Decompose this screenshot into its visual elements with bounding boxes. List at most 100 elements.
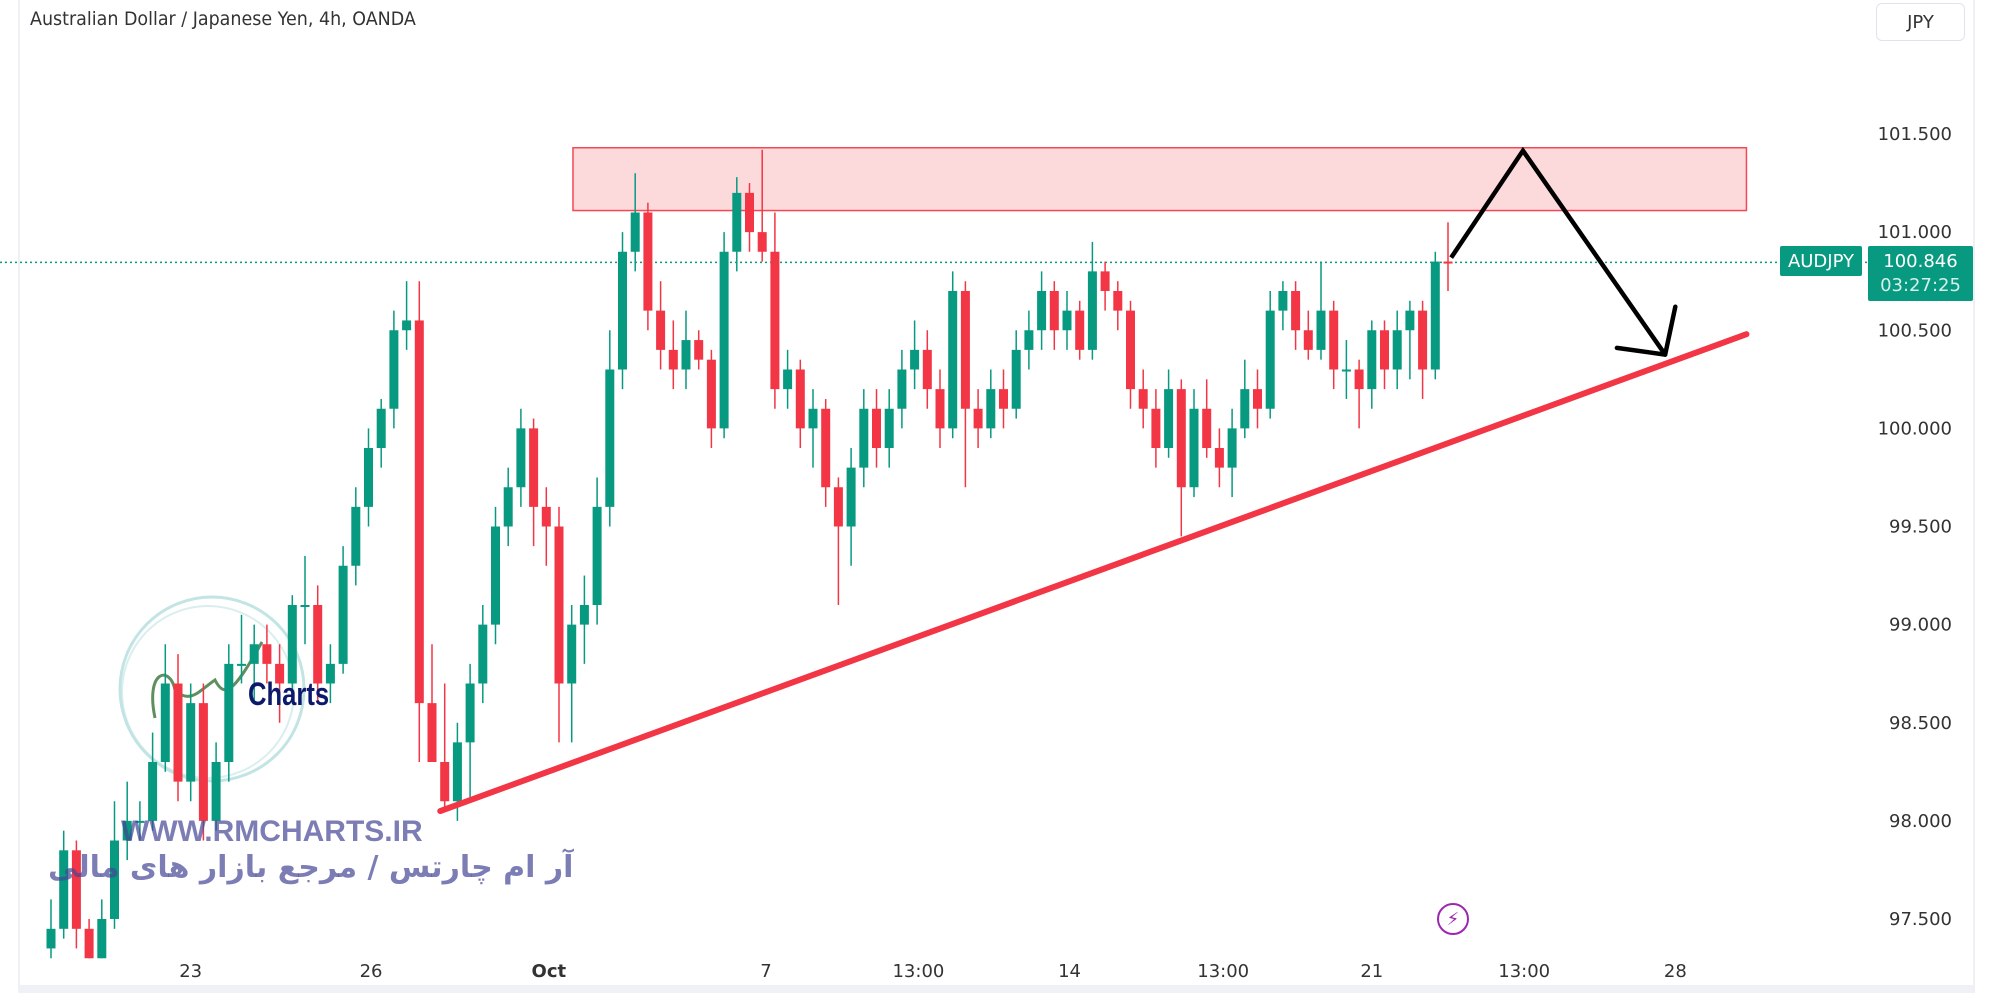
- price-tick-label: 101.000: [1878, 222, 1952, 243]
- candle-body: [1303, 330, 1313, 350]
- time-tick-label: 21: [1360, 961, 1383, 982]
- arrow-head: [1662, 304, 1678, 357]
- symbol-text: AUDJPY: [1787, 250, 1855, 272]
- candle-body: [821, 408, 831, 488]
- candle-body: [249, 644, 259, 664]
- candle-body: [351, 506, 361, 566]
- candle-body: [389, 330, 399, 409]
- candle-body: [440, 762, 450, 802]
- time-tick-label: 23: [179, 961, 202, 982]
- candle-body: [478, 624, 488, 684]
- watermark-site: WWW.RMCHARTS.IR: [121, 815, 423, 848]
- candle-body: [1113, 291, 1123, 311]
- currency-button[interactable]: JPY: [1876, 3, 1965, 41]
- candle-body: [71, 850, 81, 929]
- candle-body: [999, 389, 1008, 409]
- candle-body: [224, 663, 234, 762]
- candle-body: [643, 212, 653, 311]
- candle-body: [1227, 428, 1237, 468]
- candle-body: [592, 506, 602, 605]
- candle-body: [1100, 271, 1110, 291]
- last-price-label: 100.846 03:27:25: [1868, 246, 1973, 301]
- candle-body: [1291, 291, 1301, 331]
- candle-body: [1380, 330, 1389, 370]
- candle-body: [313, 605, 323, 684]
- candle-body: [630, 212, 640, 252]
- candle-body: [198, 703, 208, 821]
- chart-frame: [18, 0, 1975, 993]
- candle-body: [46, 928, 56, 949]
- time-tick-label: 26: [360, 961, 383, 982]
- candle-body: [364, 448, 373, 507]
- price-tick-label: 98.500: [1889, 713, 1952, 734]
- candle-body: [757, 232, 767, 252]
- price-tick-label: 100.500: [1878, 320, 1952, 341]
- candle-body: [833, 487, 843, 527]
- lightning-icon[interactable]: ⚡: [1437, 903, 1469, 935]
- candle-body: [884, 408, 894, 448]
- resistance-zone: [572, 146, 1748, 212]
- candle-body: [1430, 261, 1440, 370]
- time-axis: 23 26 Oct 7 13:00 14 13:00 21 13:00 28: [179, 961, 1687, 982]
- candle-body: [808, 408, 818, 429]
- candle-body: [1253, 389, 1262, 409]
- candle-body: [579, 605, 589, 625]
- candle-body: [84, 928, 94, 959]
- candle-body: [694, 340, 704, 360]
- candle-body: [872, 408, 881, 448]
- candle-body: [1087, 271, 1097, 350]
- candle-body: [1278, 291, 1288, 311]
- candle-body: [1138, 389, 1148, 409]
- candle-body: [97, 919, 107, 959]
- candle-body: [1341, 369, 1351, 372]
- candle-body: [1011, 349, 1021, 409]
- candle-body: [160, 683, 170, 762]
- arrow-head: [1614, 345, 1668, 357]
- candle-body: [529, 428, 539, 507]
- price-tick-label: 100.000: [1878, 418, 1952, 439]
- candle-body: [897, 369, 907, 409]
- time-tick-label: 13:00: [892, 961, 944, 982]
- candle-body: [186, 703, 196, 782]
- time-tick-label: 28: [1664, 961, 1687, 982]
- candle-body: [173, 683, 183, 782]
- candle-body: [681, 340, 691, 370]
- candle-body: [300, 605, 310, 607]
- candle-body: [465, 683, 475, 743]
- candle-body: [1189, 408, 1199, 488]
- candle-body: [1176, 389, 1186, 488]
- time-tick-label: 13:00: [1498, 961, 1550, 982]
- candle-body: [287, 605, 297, 684]
- candle-body: [732, 192, 742, 252]
- price-axis: 101.500 101.000 100.500 100.000 99.500 99.000…: [1878, 124, 1952, 930]
- price-tick-label: 99.500: [1889, 517, 1952, 538]
- watermark-brand: Charts: [248, 676, 330, 712]
- candle-body: [1405, 310, 1415, 331]
- candle-body: [1443, 261, 1453, 264]
- candle-body: [1367, 330, 1377, 390]
- last-price-value: 100.846: [1883, 250, 1958, 272]
- time-tick-label: 7: [760, 961, 771, 982]
- candle-body: [668, 349, 678, 370]
- candle-body: [338, 565, 348, 664]
- candle-body: [1354, 369, 1364, 390]
- candle-body: [1418, 310, 1428, 370]
- candle-body: [706, 359, 716, 429]
- projection-arrow: [1449, 146, 1668, 356]
- candle-body: [1329, 310, 1339, 370]
- candle-body: [1037, 291, 1047, 331]
- candle-body: [605, 369, 615, 507]
- candle-body: [859, 408, 869, 468]
- candle-body: [325, 663, 335, 684]
- candle-body: [122, 820, 132, 841]
- candle-body: [427, 703, 437, 762]
- candle-body: [1214, 448, 1224, 468]
- candle-body: [910, 349, 920, 370]
- candle-body: [745, 192, 754, 233]
- price-tick-label: 101.500: [1878, 124, 1952, 145]
- candle-body: [948, 291, 958, 429]
- candle-body: [656, 310, 666, 350]
- bar-countdown: 03:27:25: [1880, 274, 1961, 296]
- candle-body: [59, 850, 69, 929]
